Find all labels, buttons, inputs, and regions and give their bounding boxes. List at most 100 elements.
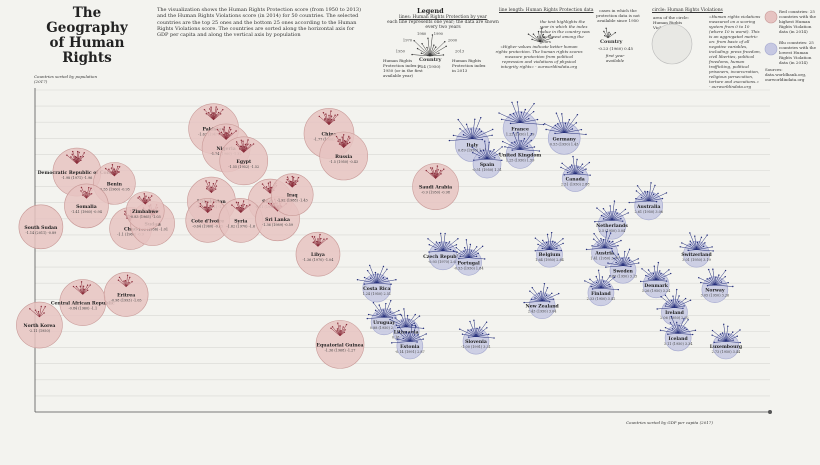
fan-line: [725, 326, 729, 342]
fan-line: [539, 34, 551, 43]
fan-line: [520, 149, 540, 152]
fan-line: [677, 327, 686, 334]
fan-dot: [436, 165, 439, 167]
fan-dot: [343, 134, 345, 136]
fan-line: [514, 141, 521, 150]
fan-line: [376, 269, 388, 284]
fan-dot: [543, 36, 545, 38]
red-country-fan: [137, 193, 153, 205]
fan-dot: [397, 326, 399, 329]
fan-dot: [79, 155, 82, 158]
fan-line: [603, 218, 613, 221]
fan-line: [674, 289, 677, 308]
fan-dot: [77, 150, 79, 153]
fan-dot: [581, 163, 584, 165]
x-axis-label: Countries sorted by GDP per capita (2017…: [626, 420, 713, 425]
fan-dot: [622, 220, 624, 222]
fan-dot: [344, 140, 347, 143]
fan-dot: [235, 143, 238, 146]
fan-dot: [118, 171, 120, 173]
fan-line: [604, 241, 613, 249]
fan-dot: [118, 276, 121, 279]
fan-line: [442, 249, 451, 252]
fan-line: [647, 191, 649, 202]
fan-dot: [530, 133, 533, 135]
fan-dot: [417, 334, 419, 336]
fan-dot: [700, 236, 703, 239]
fan-line: [341, 137, 344, 148]
fan-dot: [369, 277, 372, 279]
fan-line: [314, 236, 319, 247]
fan-line: [607, 262, 624, 267]
fan-line: [442, 241, 450, 252]
fan-line: [398, 332, 411, 342]
fan-dot: [477, 252, 479, 255]
fan-line: [611, 212, 629, 221]
fan-dot: [338, 143, 341, 145]
fan-dot: [391, 317, 394, 319]
fan-dot: [390, 299, 392, 302]
fan-dot: [732, 331, 734, 333]
fan-dot: [590, 285, 592, 288]
fan-line: [681, 242, 697, 250]
fan-dot: [75, 156, 78, 159]
fan-line: [541, 287, 548, 302]
fan-dot: [286, 178, 288, 181]
country-name-label: Finland: [591, 291, 611, 297]
fan-dot: [398, 326, 401, 328]
country-name-label: Benin: [107, 181, 123, 187]
fan-line: [412, 54, 431, 57]
fan-dot: [438, 52, 440, 54]
fan-line: [678, 329, 687, 334]
fan-dot: [80, 190, 82, 192]
country-value-label: 1.22 (1950) 1.29: [506, 133, 535, 137]
fan-line: [468, 250, 472, 258]
fan-line: [563, 123, 566, 133]
fan-line: [210, 107, 214, 120]
fan-dot: [576, 113, 579, 116]
fan-line: [330, 328, 341, 337]
fan-dot: [84, 190, 86, 193]
fan-line: [672, 328, 679, 334]
fan-dot: [611, 250, 613, 252]
fan-dot: [286, 176, 289, 178]
fan-line: [678, 333, 693, 335]
fan-dot: [478, 128, 481, 130]
fan-dot: [546, 287, 549, 289]
fan-dot: [86, 289, 89, 291]
fan-dot: [403, 308, 405, 310]
fan-line: [605, 265, 624, 268]
fan-line: [696, 249, 714, 252]
country-value-label: -0.51 (1950) 1.31: [472, 168, 502, 172]
country-name-label: Eritrea: [117, 292, 135, 298]
legend-circle: [651, 23, 693, 65]
fan-dot: [589, 174, 591, 176]
fan-dot: [616, 212, 618, 215]
fan-line: [519, 140, 532, 150]
fan-dot: [678, 295, 680, 297]
red-country-fan: [311, 233, 328, 247]
fan-line: [436, 241, 444, 252]
fan-line: [604, 247, 612, 249]
country-value-label: -1.36 (1989) -0.59: [262, 223, 293, 227]
fan-dot: [82, 285, 85, 287]
fan-line: [696, 234, 708, 250]
fan-dot: [624, 250, 626, 253]
fan-line: [483, 150, 488, 160]
fan-dot: [538, 150, 541, 152]
fan-line: [73, 286, 83, 295]
fan-dot: [704, 242, 706, 244]
red-country-circle: [16, 301, 63, 349]
fan-line: [600, 277, 615, 289]
fan-dot: [502, 140, 504, 143]
fan-dot: [627, 212, 629, 214]
fan-line: [539, 34, 544, 43]
fan-line: [435, 249, 443, 252]
fan-line: [472, 146, 488, 160]
fan-dot: [400, 314, 403, 316]
fan-dot: [111, 171, 113, 173]
fan-dot: [378, 304, 380, 306]
country-value-label: -0.93 (1970) 2.64: [428, 260, 458, 264]
fan-dot: [575, 122, 578, 124]
fan-line: [596, 276, 602, 289]
